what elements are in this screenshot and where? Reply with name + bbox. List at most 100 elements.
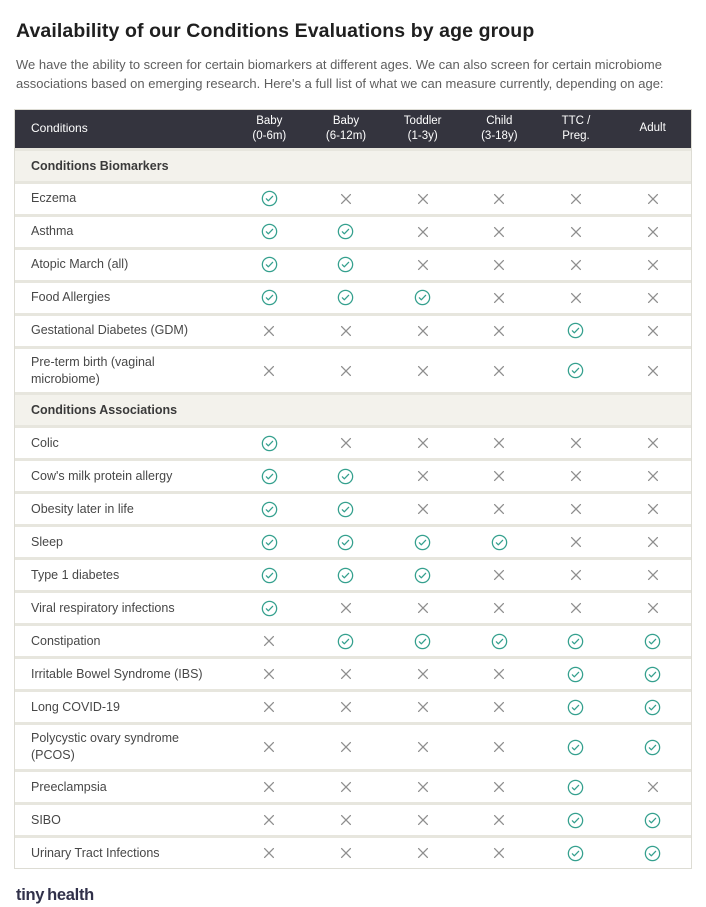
check-circle-icon — [261, 223, 278, 240]
availability-cell-unavailable — [461, 847, 538, 859]
availability-cell-available — [538, 322, 615, 339]
x-icon — [263, 741, 275, 753]
check-circle-icon — [567, 362, 584, 379]
x-icon — [417, 668, 429, 680]
x-icon — [570, 259, 582, 271]
logo-text-health: health — [47, 886, 94, 905]
x-icon — [493, 259, 505, 271]
availability-cell-unavailable — [308, 365, 385, 377]
table-section-row: Conditions Biomarkers — [15, 150, 691, 181]
availability-cell-unavailable — [461, 668, 538, 680]
x-icon — [340, 325, 352, 337]
availability-cell-unavailable — [384, 325, 461, 337]
availability-cell-available — [538, 845, 615, 862]
x-icon — [647, 470, 659, 482]
availability-cell-available — [461, 633, 538, 650]
availability-cell-unavailable — [231, 781, 308, 793]
availability-cell-available — [308, 223, 385, 240]
availability-cell-unavailable — [384, 781, 461, 793]
x-icon — [417, 814, 429, 826]
x-icon — [570, 503, 582, 515]
check-circle-icon — [261, 289, 278, 306]
x-icon — [417, 437, 429, 449]
condition-label: Pre-term birth (vaginal microbiome) — [31, 354, 155, 386]
availability-cell-available — [538, 812, 615, 829]
availability-cell-unavailable — [308, 781, 385, 793]
availability-cell-unavailable — [231, 365, 308, 377]
conditions-column-header: Conditions — [31, 120, 88, 135]
page-subtitle: We have the ability to screen for certai… — [16, 57, 664, 91]
availability-cell-unavailable — [461, 814, 538, 826]
table-row: SIBO — [15, 805, 691, 836]
check-circle-icon — [567, 845, 584, 862]
availability-cell-unavailable — [231, 635, 308, 647]
age-column-header: Baby (0-6m) — [252, 114, 287, 142]
x-icon — [493, 292, 505, 304]
availability-cell-unavailable — [614, 193, 691, 205]
table-row: Asthma — [15, 216, 691, 247]
x-icon — [340, 365, 352, 377]
x-icon — [340, 781, 352, 793]
availability-cell-unavailable — [308, 701, 385, 713]
availability-cell-unavailable — [461, 365, 538, 377]
availability-cell-unavailable — [461, 292, 538, 304]
x-icon — [263, 365, 275, 377]
x-icon — [647, 602, 659, 614]
availability-cell-unavailable — [461, 569, 538, 581]
x-icon — [493, 470, 505, 482]
x-icon — [417, 193, 429, 205]
x-icon — [417, 781, 429, 793]
availability-cell-unavailable — [384, 503, 461, 515]
availability-cell-unavailable — [231, 814, 308, 826]
x-icon — [417, 325, 429, 337]
availability-cell-unavailable — [384, 365, 461, 377]
x-icon — [570, 470, 582, 482]
availability-cell-unavailable — [384, 668, 461, 680]
x-icon — [493, 325, 505, 337]
check-circle-icon — [337, 567, 354, 584]
availability-cell-available — [384, 633, 461, 650]
condition-label: Irritable Bowel Syndrome (IBS) — [31, 667, 203, 681]
x-icon — [493, 569, 505, 581]
availability-cell-unavailable — [231, 741, 308, 753]
availability-cell-available — [231, 256, 308, 273]
availability-cell-unavailable — [461, 781, 538, 793]
x-icon — [417, 470, 429, 482]
x-icon — [340, 741, 352, 753]
availability-cell-unavailable — [614, 781, 691, 793]
x-icon — [647, 292, 659, 304]
availability-cell-unavailable — [538, 503, 615, 515]
table-row: Long COVID-19 — [15, 692, 691, 723]
x-icon — [493, 668, 505, 680]
table-row: Atopic March (all) — [15, 249, 691, 280]
table-row: Polycystic ovary syndrome (PCOS) — [15, 725, 691, 770]
x-icon — [570, 569, 582, 581]
availability-cell-unavailable — [538, 437, 615, 449]
availability-cell-unavailable — [538, 259, 615, 271]
availability-cell-unavailable — [538, 193, 615, 205]
table-row: Sleep — [15, 527, 691, 558]
check-circle-icon — [567, 812, 584, 829]
x-icon — [340, 602, 352, 614]
availability-cell-available — [231, 435, 308, 452]
availability-cell-available — [231, 190, 308, 207]
x-icon — [570, 536, 582, 548]
availability-cell-unavailable — [614, 569, 691, 581]
availability-cell-unavailable — [308, 814, 385, 826]
availability-cell-available — [308, 633, 385, 650]
table-row: Obesity later in life — [15, 494, 691, 525]
x-icon — [417, 701, 429, 713]
availability-cell-unavailable — [384, 847, 461, 859]
availability-cell-unavailable — [614, 292, 691, 304]
availability-cell-unavailable — [538, 569, 615, 581]
table-row: Food Allergies — [15, 282, 691, 313]
availability-cell-unavailable — [614, 470, 691, 482]
check-circle-icon — [337, 501, 354, 518]
x-icon — [340, 668, 352, 680]
x-icon — [647, 193, 659, 205]
x-icon — [493, 741, 505, 753]
x-icon — [647, 226, 659, 238]
check-circle-icon — [644, 633, 661, 650]
table-row: Gestational Diabetes (GDM) — [15, 315, 691, 346]
table-row: Colic — [15, 428, 691, 459]
